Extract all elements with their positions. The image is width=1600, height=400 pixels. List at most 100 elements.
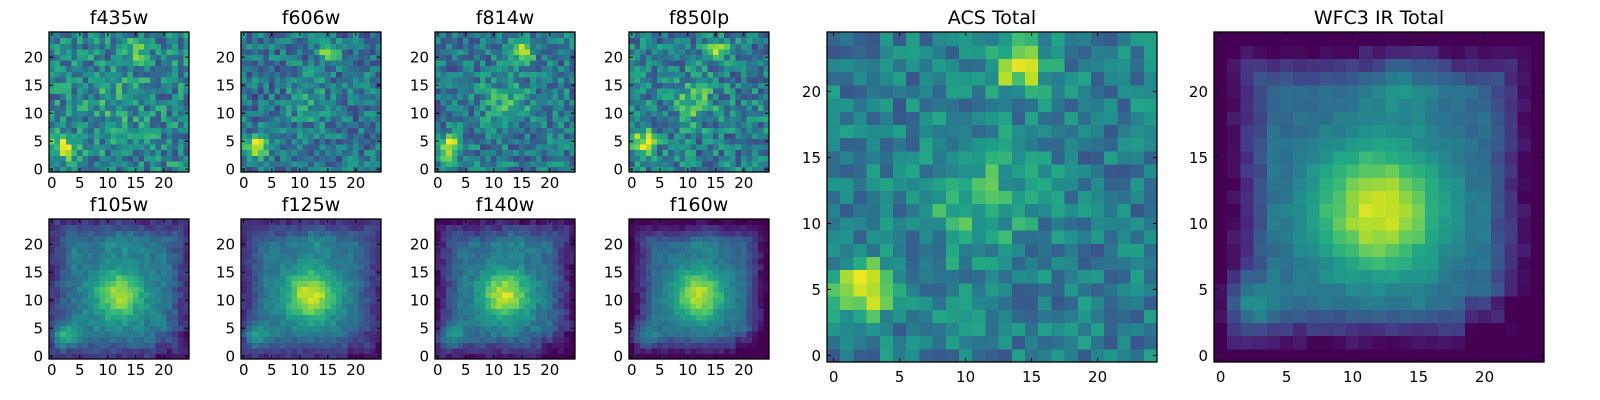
heatmap-cell	[645, 104, 652, 111]
heatmap-cell	[313, 308, 320, 315]
heatmap-cell	[341, 43, 348, 50]
heatmap-cell	[138, 353, 145, 360]
heatmap-cell	[183, 303, 190, 310]
heatmap-cell	[358, 325, 365, 332]
heatmap-cell	[463, 275, 470, 282]
heatmap-cell	[105, 230, 112, 237]
heatmap-cell	[110, 104, 117, 111]
heatmap-cell	[474, 342, 481, 349]
heatmap-cell	[291, 155, 298, 162]
heatmap-cell	[308, 336, 315, 343]
heatmap-cell	[763, 71, 770, 78]
heatmap-cell	[138, 121, 145, 128]
heatmap-cell	[127, 219, 134, 226]
heatmap-cell	[496, 252, 503, 259]
heatmap-cell	[252, 247, 259, 254]
heatmap-cell	[640, 319, 647, 326]
heatmap-cell	[280, 319, 287, 326]
heatmap-cell	[752, 347, 759, 354]
heatmap-cell	[558, 297, 565, 304]
heatmap-cell	[330, 149, 337, 156]
heatmap-cell	[634, 269, 641, 276]
heatmap-cell	[364, 258, 371, 265]
heatmap-cell	[640, 144, 647, 151]
heatmap-cell	[341, 252, 348, 259]
heatmap-cell	[308, 37, 315, 44]
y-tick-label: 15	[216, 77, 235, 95]
heatmap-cell	[263, 144, 270, 151]
heatmap-cell	[54, 230, 61, 237]
heatmap-cell	[121, 82, 128, 89]
heatmap-cell	[88, 32, 95, 39]
heatmap-cell	[297, 308, 304, 315]
heatmap-cell	[479, 88, 486, 95]
heatmap-cell	[729, 149, 736, 156]
heatmap-cell	[435, 43, 442, 50]
heatmap-cell	[93, 155, 100, 162]
heatmap-cell	[735, 32, 742, 39]
heatmap-cell	[735, 71, 742, 78]
heatmap-cell	[263, 155, 270, 162]
heatmap-cell	[757, 71, 764, 78]
heatmap-cell	[530, 269, 537, 276]
heatmap-cell	[166, 224, 173, 231]
heatmap-cell	[446, 32, 453, 39]
heatmap-cell	[105, 93, 112, 100]
heatmap-cell	[99, 269, 106, 276]
heatmap-cell	[673, 303, 680, 310]
heatmap-cell	[269, 319, 276, 326]
heatmap-cell	[65, 280, 72, 287]
heatmap-cell	[519, 43, 526, 50]
heatmap-cell	[319, 314, 326, 321]
heatmap-cell	[718, 99, 725, 106]
heatmap-cell	[127, 297, 134, 304]
heatmap-cell	[651, 336, 658, 343]
heatmap-cell	[166, 325, 173, 332]
heatmap-cell	[558, 71, 565, 78]
heatmap-cell	[82, 144, 89, 151]
heatmap-cell	[369, 275, 376, 282]
heatmap-cell	[496, 263, 503, 270]
x-tick-label: 0	[47, 174, 57, 192]
heatmap-cell	[241, 308, 248, 315]
heatmap-cell	[541, 269, 548, 276]
heatmap-cell	[679, 297, 686, 304]
heatmap-cell	[468, 155, 475, 162]
heatmap-cell	[496, 314, 503, 321]
heatmap-cell	[319, 149, 326, 156]
heatmap-cell	[558, 275, 565, 282]
heatmap-cell	[319, 132, 326, 139]
heatmap-cell	[491, 37, 498, 44]
heatmap-cell	[535, 48, 542, 55]
heatmap-cell	[246, 82, 253, 89]
heatmap-cell	[657, 127, 664, 134]
heatmap-cell	[479, 99, 486, 106]
heatmap-cell	[507, 110, 514, 117]
heatmap-cell	[155, 121, 162, 128]
heatmap-cell	[657, 297, 664, 304]
heatmap-cell	[364, 241, 371, 248]
heatmap-cell	[713, 60, 720, 67]
heatmap-cell	[336, 252, 343, 259]
heatmap-cell	[673, 336, 680, 343]
heatmap-cell	[685, 65, 692, 72]
heatmap-cell	[116, 54, 123, 61]
heatmap-cell	[291, 37, 298, 44]
heatmap-cell	[149, 121, 156, 128]
heatmap-cell	[302, 314, 309, 321]
heatmap-cell	[757, 54, 764, 61]
heatmap-cell	[541, 258, 548, 265]
heatmap-cell	[496, 76, 503, 83]
heatmap-cell	[446, 93, 453, 100]
heatmap-cell	[735, 88, 742, 95]
heatmap-cell	[166, 155, 173, 162]
heatmap-cell	[507, 93, 514, 100]
heatmap-cell	[673, 104, 680, 111]
heatmap-cell	[440, 342, 447, 349]
heatmap-cell	[82, 353, 89, 360]
heatmap-cell	[54, 353, 61, 360]
heatmap-cell	[319, 286, 326, 293]
heatmap-cell	[563, 88, 570, 95]
heatmap-cell	[496, 149, 503, 156]
heatmap-cell	[341, 325, 348, 332]
